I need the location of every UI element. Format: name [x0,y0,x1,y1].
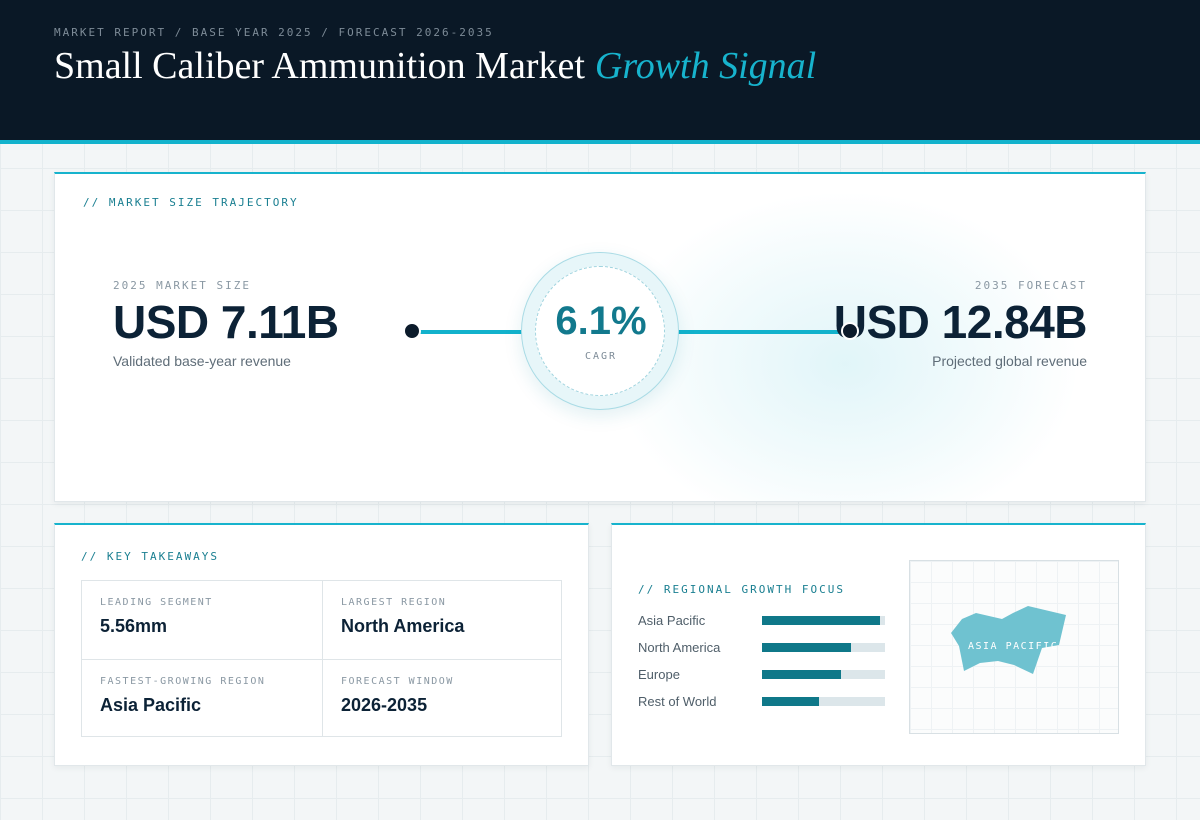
takeaway-label: FASTEST-GROWING REGION [100,676,266,687]
end-metric-value: USD 12.84B [833,296,1088,348]
takeaway-fastest-growing-region: FASTEST-GROWING REGION Asia Pacific [82,659,322,737]
trajectory-line-left [413,330,533,334]
section-label-regional: // REGIONAL GROWTH FOCUS [638,583,845,596]
region-bar-label: North America [638,640,721,655]
takeaway-value: Asia Pacific [100,695,202,715]
end-metric-label: 2035 FORECAST [974,279,1087,292]
start-point-marker [403,322,421,340]
takeaway-value: North America [341,616,465,636]
region-bar-track [762,643,885,652]
takeaway-value: 2026-2035 [341,695,428,715]
region-bar-label: Europe [638,667,680,682]
region-bar-fill [762,616,881,625]
takeaway-value: 5.56mm [100,616,168,636]
region-bar-track [762,670,885,679]
takeaway-largest-region: LARGEST REGION North America [322,581,562,659]
region-bar-track [762,616,885,625]
trajectory-line-right [667,330,852,334]
takeaway-label: FORECAST WINDOW [341,676,454,687]
cagr-badge-inner: 6.1% CAGR [535,266,665,396]
takeaways-grid: LEADING SEGMENT 5.56mm LARGEST REGION No… [81,580,562,737]
start-metric-sub: Validated base-year revenue [113,353,291,369]
background-glow [615,194,1075,501]
region-bar-track [762,697,885,706]
market-size-trajectory-card: // MARKET SIZE TRAJECTORY 2025 MARKET SI… [54,172,1146,502]
section-label-takeaways: // KEY TAKEAWAYS [81,550,219,563]
cagr-label: CAGR [584,351,618,362]
region-bar-fill [762,670,841,679]
takeaway-label: LARGEST REGION [341,597,447,608]
start-metric-value: USD 7.11B [113,296,339,348]
takeaway-leading-segment: LEADING SEGMENT 5.56mm [82,581,322,659]
takeaway-label: LEADING SEGMENT [100,597,213,608]
region-bar-label: Asia Pacific [638,613,706,628]
report-header: MARKET REPORT / BASE YEAR 2025 / FORECAS… [0,0,1200,144]
asia-pacific-map-shape [951,606,1066,674]
title-accent: Growth Signal [594,45,817,87]
end-point-marker [841,322,859,340]
report-kicker: MARKET REPORT / BASE YEAR 2025 / FORECAS… [54,26,494,39]
title-main: Small Caliber Ammunition Market [54,45,585,87]
region-bar-fill [762,643,851,652]
section-label-trajectory: // MARKET SIZE TRAJECTORY [83,196,299,209]
page-title: Small Caliber Ammunition Market Growth Si… [54,44,816,88]
key-takeaways-card: // KEY TAKEAWAYS LEADING SEGMENT 5.56mm … [54,523,589,766]
start-metric-label: 2025 MARKET SIZE [113,279,251,292]
cagr-value: 6.1% [555,299,647,343]
takeaway-forecast-window: FORECAST WINDOW 2026-2035 [322,659,562,737]
cagr-badge: 6.1% CAGR [521,252,679,410]
regional-growth-card: // REGIONAL GROWTH FOCUS Asia Pacific No… [611,523,1146,766]
map-region-label: ASIA PACIFIC [968,641,1059,652]
end-metric-sub: Projected global revenue [932,353,1087,369]
region-bar-label: Rest of World [638,694,717,709]
region-map: ASIA PACIFIC [909,560,1119,734]
region-bar-fill [762,697,819,706]
